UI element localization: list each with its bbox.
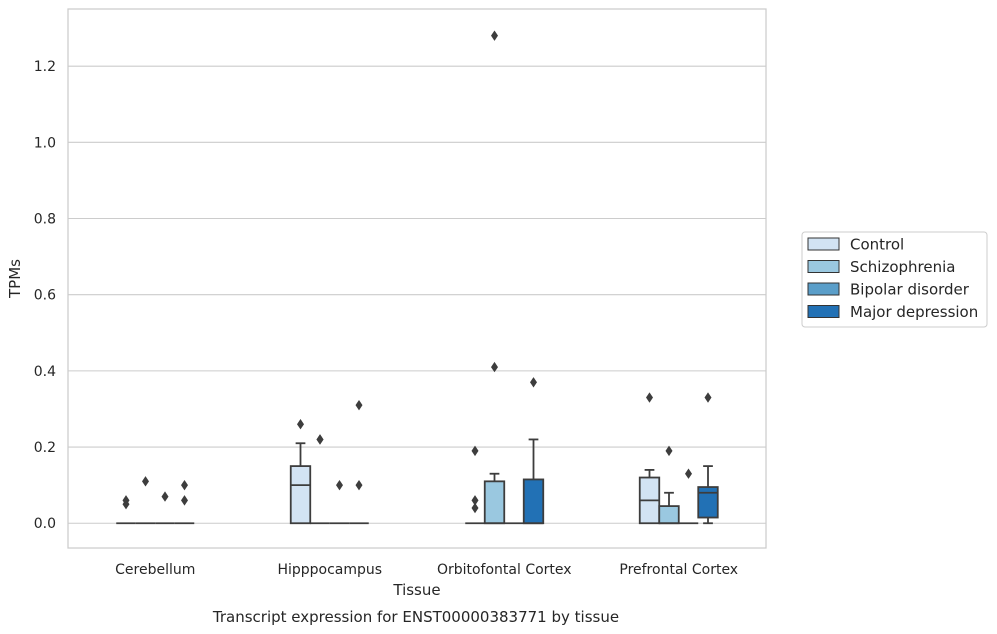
outlier-point (471, 502, 479, 514)
box-major-depression (522, 438, 545, 525)
box-body (697, 486, 719, 519)
legend-items: Control Schizophrenia Bipolar disorder Majo… (807, 236, 978, 321)
outlier-point (336, 479, 343, 491)
gridlines (68, 65, 766, 524)
outlier-point (530, 377, 537, 388)
x-tick-label: Cerebellum (115, 562, 195, 578)
legend-label: Major depression (850, 303, 978, 321)
legend-item: Schizophrenia (807, 258, 955, 276)
x-tick-label: Prefrontal Cortex (619, 562, 738, 578)
y-tick-label: 1.2 (34, 59, 56, 75)
x-tick-label: Hipppocampus (277, 562, 382, 578)
y-tick-label: 0.2 (34, 440, 56, 456)
x-tick-label: Orbitofontal Cortex (437, 562, 572, 578)
outlier-point (181, 479, 188, 491)
y-tick-labels: 0.0 0.2 0.4 0.6 0.8 1.0 1.2 (34, 59, 56, 532)
outliers (122, 30, 712, 514)
outlier-point (122, 495, 130, 506)
chart-caption: Transcript expression for ENST0000038377… (212, 608, 619, 626)
box-control (638, 469, 661, 525)
y-axis-title: TPMs (6, 259, 24, 299)
legend-item: Control (807, 236, 904, 254)
outlier-point (646, 392, 653, 403)
y-tick-label: 0.4 (34, 364, 56, 380)
box-groups (116, 438, 719, 525)
outlier-point (161, 491, 169, 502)
outlier-point (471, 445, 479, 457)
legend-item: Bipolar disorder (807, 281, 970, 299)
legend-swatch (807, 260, 840, 273)
box-major-depression (697, 465, 719, 525)
outlier-point (704, 392, 712, 403)
plot-frame (67, 8, 767, 549)
legend-swatch (807, 305, 840, 318)
outlier-point (297, 419, 304, 430)
outlier-point (665, 445, 673, 457)
box-control (289, 442, 312, 525)
box-body (522, 478, 545, 525)
box-body (289, 465, 312, 525)
x-tick-labels: Cerebellum Hipppocampus Orbitofontal Corte… (115, 562, 738, 578)
legend-label: Schizophrenia (850, 258, 955, 276)
y-tick-label: 0.6 (34, 288, 56, 304)
outlier-point (685, 468, 692, 479)
y-tick-label: 1.0 (34, 135, 56, 151)
outlier-point (491, 30, 498, 41)
legend-swatch (807, 282, 840, 296)
y-tick-label: 0.8 (34, 212, 56, 228)
box-schizophrenia (483, 472, 506, 525)
outlier-point (181, 495, 188, 506)
outlier-point (355, 399, 363, 411)
legend: Control Schizophrenia Bipolar disorder Majo… (801, 231, 988, 328)
box-body (483, 480, 506, 525)
outlier-point (491, 361, 498, 373)
box-schizophrenia (658, 491, 680, 525)
outlier-point (316, 434, 324, 445)
x-axis-title: Tissue (392, 581, 440, 599)
outlier-point (142, 476, 149, 487)
legend-label: Bipolar disorder (850, 281, 970, 299)
legend-label: Control (850, 236, 904, 254)
y-tick-label: 0.0 (34, 516, 56, 532)
outlier-point (355, 479, 363, 491)
outlier-point (471, 495, 479, 506)
legend-swatch (807, 237, 840, 251)
legend-item: Major depression (807, 303, 978, 321)
box-body (658, 505, 680, 525)
legend-frame (801, 231, 988, 328)
